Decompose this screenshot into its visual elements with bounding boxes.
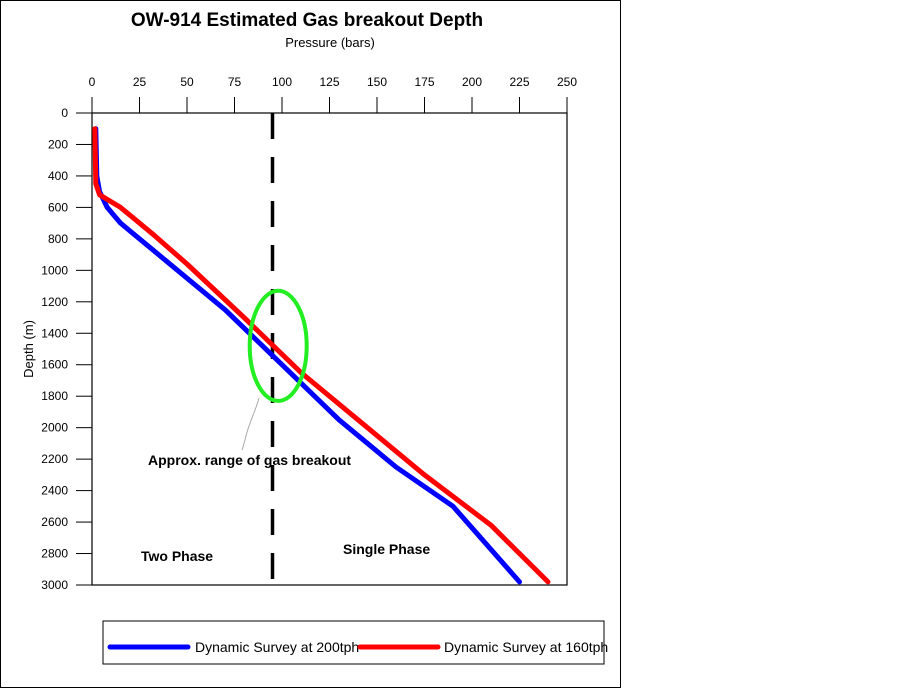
- x-tick-label: 225: [509, 75, 529, 89]
- series-layer: [92, 113, 551, 585]
- y-axis-label: Depth (m): [21, 320, 36, 378]
- plot-area: [91, 112, 568, 586]
- y-tick-label: 0: [61, 106, 68, 120]
- chart-title: OW-914 Estimated Gas breakout Depth: [131, 10, 483, 31]
- y-tick-label: 1800: [41, 389, 68, 403]
- y-tick-label: 1600: [41, 358, 68, 372]
- y-tick-label: 1200: [41, 295, 68, 309]
- single-phase-label: Single Phase: [343, 541, 430, 557]
- x-tick-label: 50: [180, 75, 194, 89]
- y-tick-label: 2800: [41, 547, 68, 561]
- x-tick-label: 0: [89, 75, 96, 89]
- y-tick-label: 800: [48, 232, 68, 246]
- two-phase-label: Two Phase: [141, 548, 213, 564]
- y-tick-label: 1400: [41, 326, 68, 340]
- x-tick-label: 175: [414, 75, 434, 89]
- legend-box: [102, 620, 605, 665]
- series-line-1: [92, 126, 551, 585]
- y-axis-ticks: 0 200 400 600 800 1000 1200 1400 1600 1800 2000 220…: [41, 106, 92, 592]
- x-tick-label: 125: [319, 75, 339, 89]
- y-tick-label: 3000: [41, 578, 68, 592]
- x-axis-ticks: 0 25 50 75 100 125 150 175 200 225 250: [89, 75, 577, 113]
- figure-frame: [0, 0, 621, 688]
- y-tick-label: 1000: [41, 263, 68, 277]
- y-tick-label: 2200: [41, 452, 68, 466]
- x-tick-label: 200: [462, 75, 482, 89]
- x-tick-label: 100: [272, 75, 292, 89]
- x-tick-label: 250: [557, 75, 577, 89]
- y-tick-label: 2400: [41, 484, 68, 498]
- y-tick-label: 200: [48, 137, 68, 151]
- x-axis-label: Pressure (bars): [285, 35, 375, 50]
- y-tick-label: 2600: [41, 515, 68, 529]
- x-tick-label: 150: [367, 75, 387, 89]
- legend-label-200tph: Dynamic Survey at 200tph: [195, 639, 359, 655]
- y-tick-label: 600: [48, 200, 68, 214]
- legend-label-160tph: Dynamic Survey at 160tph: [444, 639, 608, 655]
- y-tick-label: 400: [48, 169, 68, 183]
- gas-breakout-ellipse: [247, 288, 309, 403]
- gas-breakout-leader-line: [241, 397, 260, 451]
- x-tick-label: 75: [228, 75, 242, 89]
- gas-breakout-annotation: Approx. range of gas breakout: [148, 452, 351, 468]
- y-tick-label: 2000: [41, 421, 68, 435]
- x-tick-label: 25: [133, 75, 147, 89]
